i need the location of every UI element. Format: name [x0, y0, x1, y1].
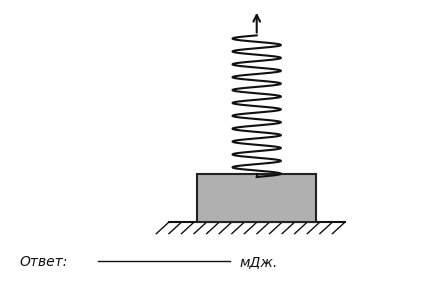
FancyBboxPatch shape: [197, 174, 316, 222]
Text: Ответ:: Ответ:: [19, 255, 67, 269]
Text: мДж.: мДж.: [239, 255, 277, 269]
